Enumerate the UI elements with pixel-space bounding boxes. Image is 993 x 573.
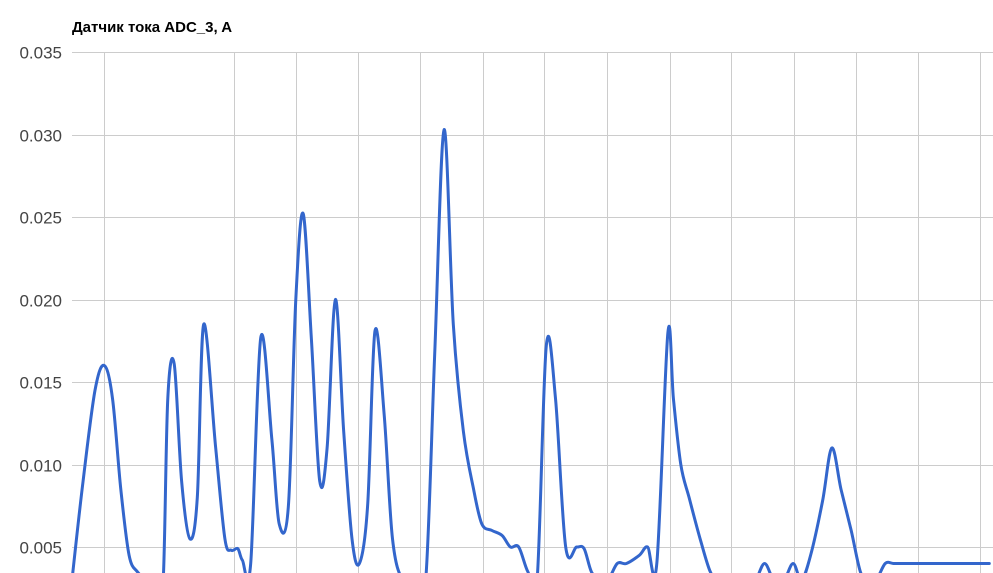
- gridlines: [72, 52, 993, 573]
- chart-title: Датчик тока ADC_3, A: [72, 19, 233, 36]
- y-tick-label: 0.005: [19, 539, 62, 558]
- series-line: [71, 128, 991, 573]
- y-tick-label: 0.035: [19, 44, 62, 63]
- y-tick-label: 0.025: [19, 209, 62, 228]
- y-tick-label: 0.030: [19, 127, 62, 146]
- y-tick-label: 0.015: [19, 374, 62, 393]
- y-tick-label: 0.010: [19, 457, 62, 476]
- series-layer: [71, 128, 991, 573]
- y-tick-label: 0.020: [19, 292, 62, 311]
- y-axis: 0.005 0.010 0.015 0.020 0.025 0.030 0.035: [19, 44, 62, 558]
